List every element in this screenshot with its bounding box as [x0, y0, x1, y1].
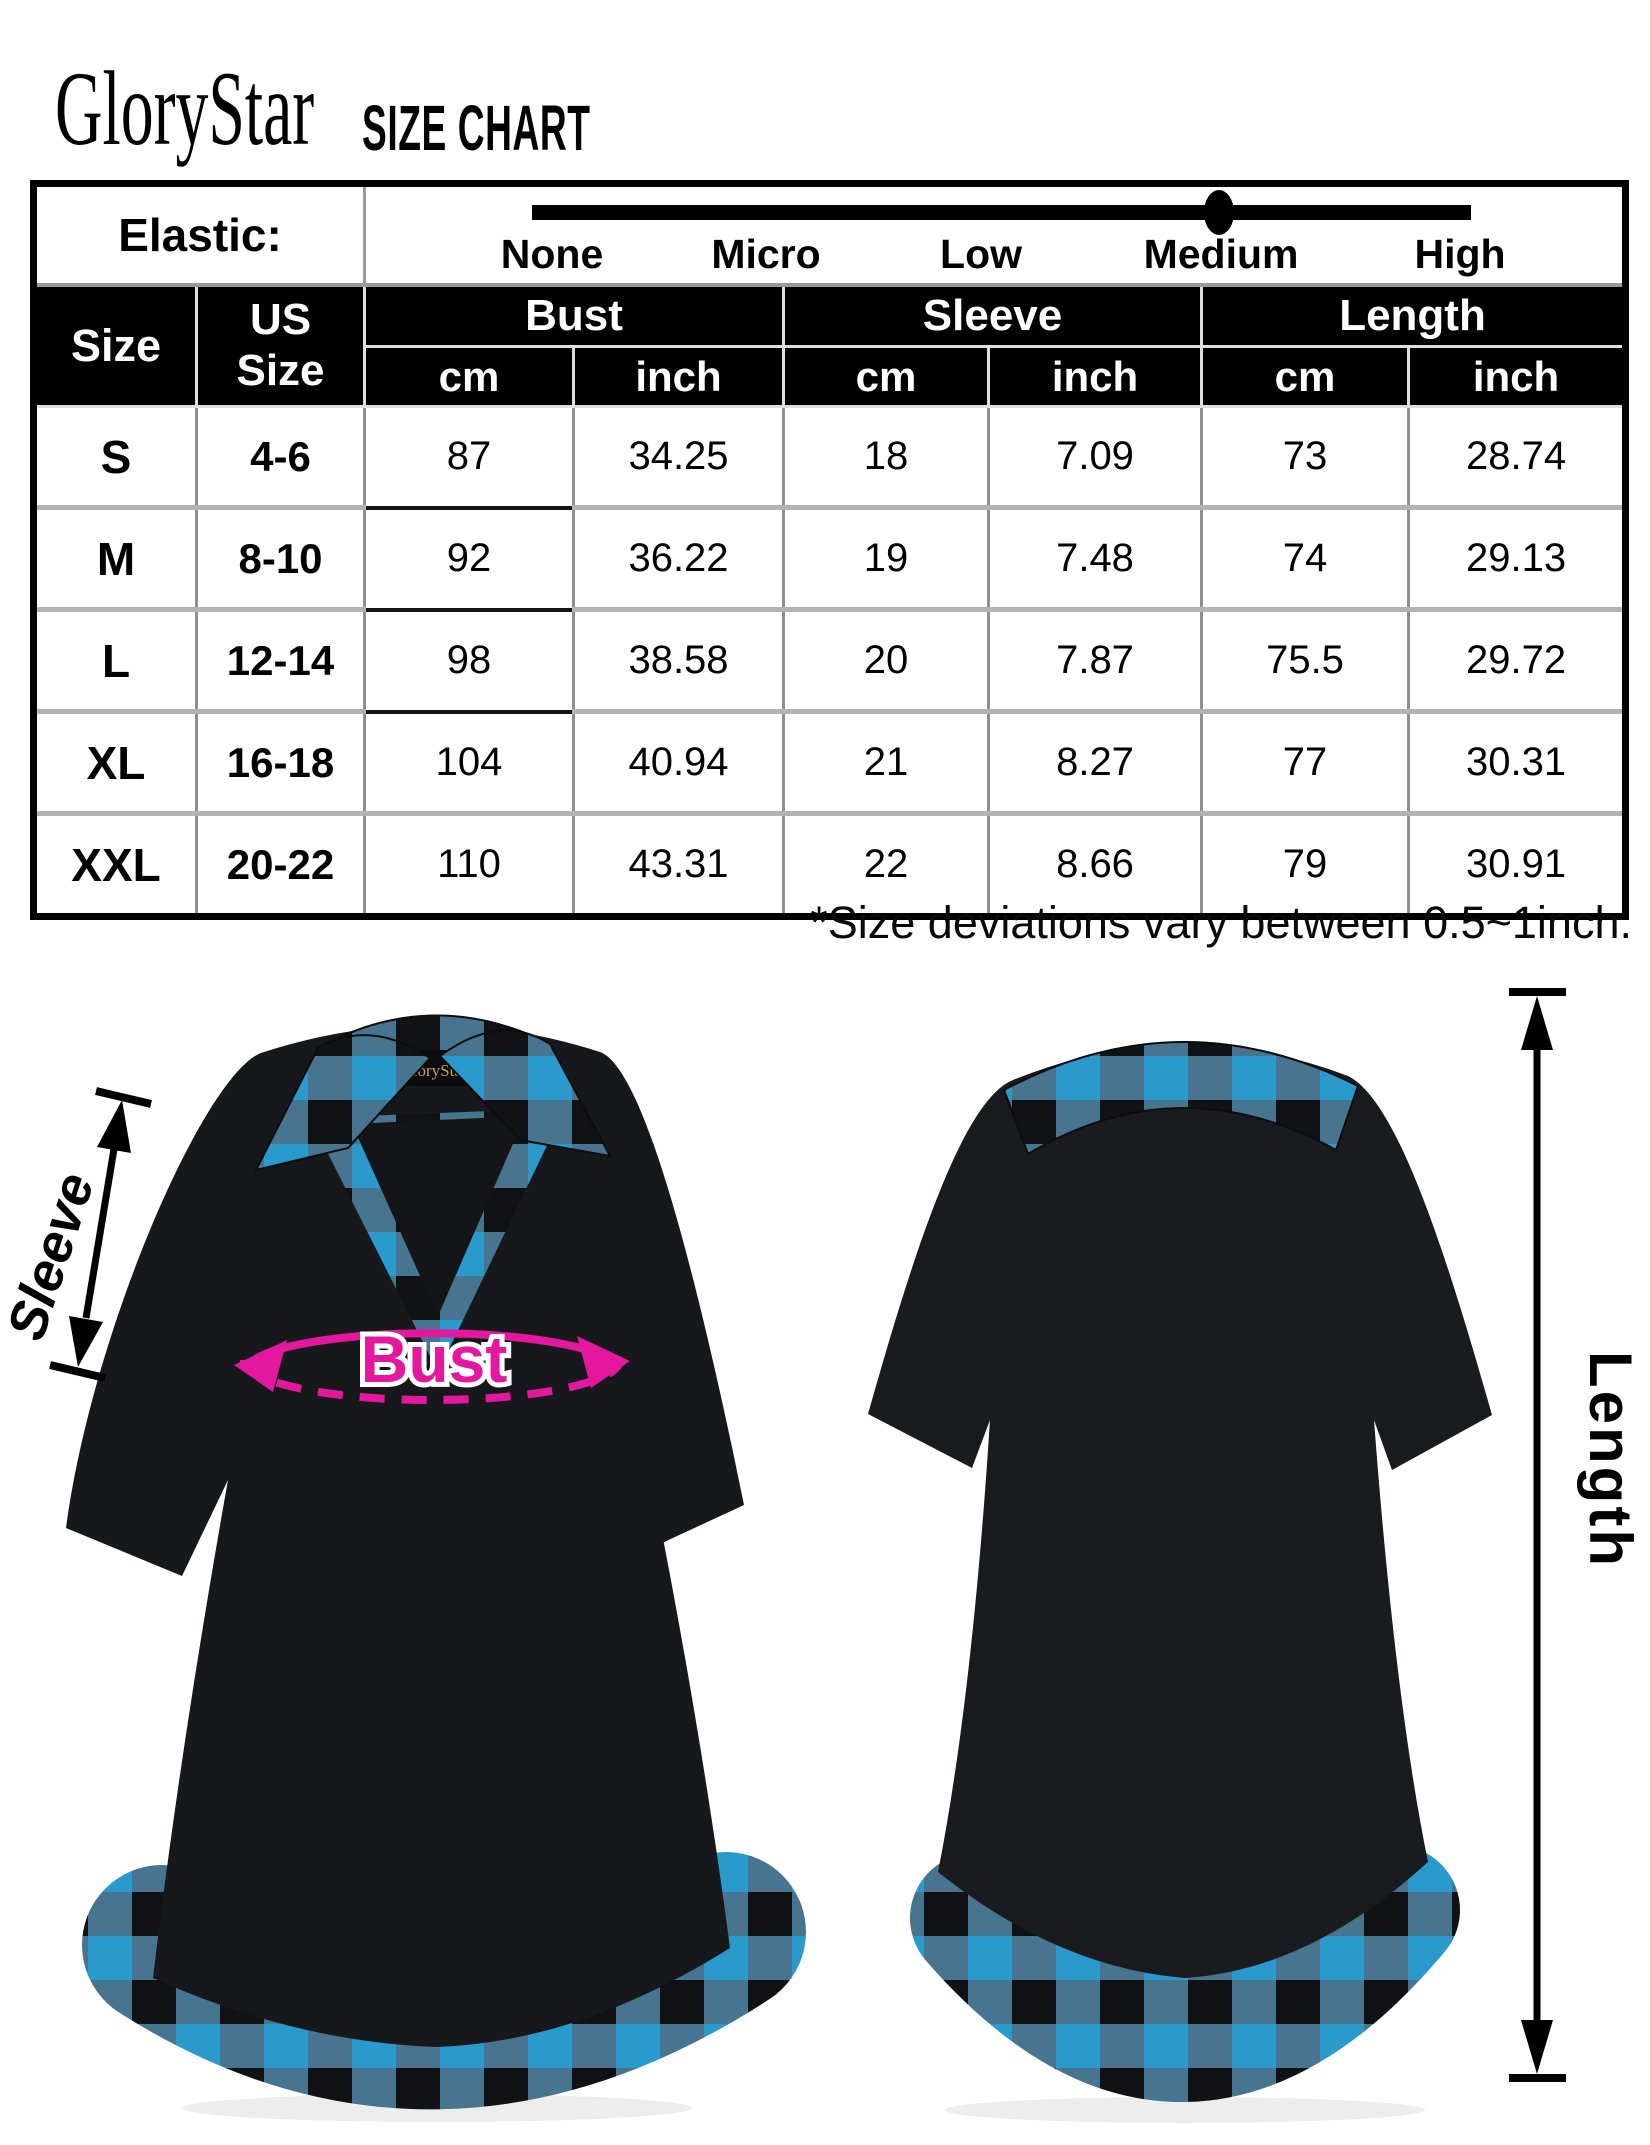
size-deviation-note: *Size deviations vary between 0.5~1inch.: [810, 897, 1632, 948]
cell-sleeve-cm: 20: [782, 608, 991, 714]
size-row-s: S 4-6 87 34.25 18 7.09 73 28.74: [32, 405, 1628, 510]
elastic-label: Elastic:: [33, 183, 365, 287]
cell-sleeve-cm: 22: [782, 812, 991, 917]
size-row-xl: XL 16-18 104 40.94 21 8.27 77 30.31: [32, 710, 1628, 816]
cell-bust-cm: 110: [363, 812, 576, 917]
sleeve-arrowhead-down-icon: [69, 1316, 103, 1367]
cell-sleeve-cm: 19: [782, 506, 991, 612]
elastic-row: Elastic: None Micro Low Medium High: [33, 183, 1626, 287]
header-bust-inch: inch: [572, 345, 786, 408]
cell-sleeve-cm: 21: [782, 710, 991, 816]
front-vneck-inner: [352, 1116, 525, 1316]
header-length-inch: inch: [1407, 345, 1628, 408]
header-bust-cm: cm: [363, 345, 576, 408]
elastic-level-none: None: [500, 231, 604, 277]
elastic-slider-bar: [532, 205, 1472, 220]
cell-bust-inch: 40.94: [572, 710, 786, 816]
elastic-level-medium: Medium: [1143, 231, 1299, 277]
cell-length-cm: 73: [1200, 405, 1411, 510]
cell-bust-cm: 92: [363, 506, 576, 612]
cell-bust-inch: 38.58: [572, 608, 786, 714]
cell-sleeve-inch: 8.66: [987, 812, 1204, 917]
bust-arrowhead-left-icon: [234, 1340, 287, 1392]
cell-bust-inch: 34.25: [572, 405, 786, 510]
front-collar-right-flap: [438, 1029, 612, 1158]
header-length: Length: [1200, 283, 1628, 348]
cell-length-inch: 30.31: [1407, 710, 1628, 816]
cell-us: 4-6: [194, 405, 367, 510]
elastic-level-micro: Micro: [711, 231, 821, 277]
cell-bust-cm: 98: [363, 608, 576, 714]
garment-diagram: GloryStar S Sleeve Bus: [0, 988, 1644, 2123]
back-shadow: [945, 2097, 1425, 2123]
sleeve-arrow-line: [82, 1148, 118, 1319]
cell-bust-inch: 43.31: [572, 812, 786, 917]
cell-bust-cm: 104: [363, 710, 576, 816]
cell-length-cm: 74: [1200, 506, 1411, 612]
cell-size: M: [32, 506, 198, 612]
sleeve-arrow-bottom-cap: [49, 1361, 106, 1382]
back-body: [868, 1044, 1492, 1978]
sleeve-arrowhead-up-icon: [97, 1100, 131, 1153]
size-table: Elastic: None Micro Low Medium High Size…: [30, 180, 1630, 920]
bust-measure-annotation: Bust: [234, 1317, 630, 1404]
header-sleeve-inch: inch: [987, 345, 1204, 408]
back-collar-band: [1002, 1041, 1360, 1156]
length-label: Length: [1577, 1351, 1644, 1569]
cell-sleeve-cm: 18: [782, 405, 991, 510]
cell-length-cm: 75.5: [1200, 608, 1411, 714]
header-bust: Bust: [363, 283, 786, 348]
back-plaid-hem: [910, 1845, 1460, 2102]
cell-us: 16-18: [194, 710, 367, 816]
elastic-level-low: Low: [940, 231, 1023, 277]
cell-length-cm: 79: [1200, 812, 1411, 917]
cell-length-inch: 29.72: [1407, 608, 1628, 714]
cell-us: 8-10: [194, 506, 367, 612]
header-length-cm: cm: [1200, 345, 1411, 408]
size-row-m: M 8-10 92 36.22 19 7.48 74 29.13: [32, 506, 1628, 612]
size-row-xxl: XXL 20-22 110 43.31 22 8.66 79 30.91: [32, 812, 1628, 917]
cell-us: 20-22: [194, 812, 367, 917]
cell-length-inch: 28.74: [1407, 405, 1628, 510]
cell-length-inch: 30.91: [1407, 812, 1628, 917]
brand-title: GloryStar: [55, 50, 315, 167]
cell-bust-cm: 87: [363, 405, 576, 510]
length-arrowhead-down-icon: [1521, 2020, 1553, 2074]
header-row-groups: Size US Size Bust Sleeve Length: [32, 283, 1628, 408]
cell-us: 12-14: [194, 608, 367, 714]
cell-bust-inch: 36.22: [572, 506, 786, 612]
header-size: Size: [32, 283, 198, 408]
front-body: [66, 1025, 744, 2047]
sleeve-arrow-top-cap: [95, 1087, 152, 1108]
bust-label: Bust: [361, 1322, 508, 1396]
cell-sleeve-inch: 8.27: [987, 710, 1204, 816]
bust-arrowhead-right-icon: [577, 1336, 630, 1388]
elastic-slider: None Micro Low Medium High: [363, 183, 1626, 287]
cell-sleeve-inch: 7.87: [987, 608, 1204, 714]
back-garment-illustration: [868, 1041, 1492, 2123]
cell-length-inch: 29.13: [1407, 506, 1628, 612]
page-title: SIZE CHART: [362, 92, 591, 164]
elastic-slider-marker: [1204, 190, 1235, 235]
size-row-l: L 12-14 98 38.58 20 7.87 75.5 29.72: [32, 608, 1628, 714]
header-sleeve: Sleeve: [782, 283, 1204, 348]
front-garment-illustration: GloryStar S: [66, 1014, 806, 2122]
cell-sleeve-inch: 7.09: [987, 405, 1204, 510]
cell-size: S: [32, 405, 198, 510]
length-measure-annotation: Length: [1509, 988, 1644, 2082]
header-row-units: cm inch cm inch cm inch: [34, 345, 1628, 408]
elastic-level-high: High: [1414, 231, 1506, 277]
cell-length-cm: 77: [1200, 710, 1411, 816]
header-sleeve-cm: cm: [782, 345, 991, 408]
cell-size: XXL: [32, 812, 198, 917]
cell-size: XL: [32, 710, 198, 816]
cell-size: L: [32, 608, 198, 714]
cell-sleeve-inch: 7.48: [987, 506, 1204, 612]
header-us-size: US Size: [194, 283, 367, 408]
front-collar-left-flap: [254, 1034, 432, 1172]
length-arrowhead-up-icon: [1521, 996, 1553, 1050]
